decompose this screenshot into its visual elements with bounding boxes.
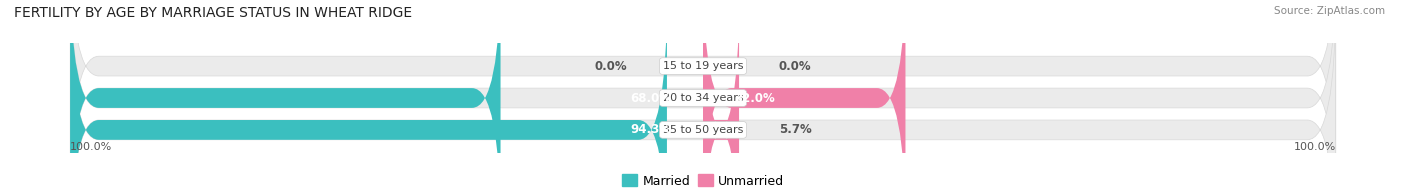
Text: 0.0%: 0.0% — [779, 60, 811, 73]
FancyBboxPatch shape — [70, 0, 666, 196]
FancyBboxPatch shape — [70, 0, 1336, 196]
FancyBboxPatch shape — [70, 0, 501, 196]
Text: 35 to 50 years: 35 to 50 years — [662, 125, 744, 135]
FancyBboxPatch shape — [703, 0, 740, 196]
Text: 94.3%: 94.3% — [630, 123, 672, 136]
Text: 20 to 34 years: 20 to 34 years — [662, 93, 744, 103]
FancyBboxPatch shape — [703, 0, 905, 196]
FancyBboxPatch shape — [70, 0, 1336, 196]
Text: FERTILITY BY AGE BY MARRIAGE STATUS IN WHEAT RIDGE: FERTILITY BY AGE BY MARRIAGE STATUS IN W… — [14, 6, 412, 20]
Legend: Married, Unmarried: Married, Unmarried — [617, 170, 789, 193]
Text: 32.0%: 32.0% — [734, 92, 775, 104]
Text: 68.0%: 68.0% — [630, 92, 672, 104]
Text: 100.0%: 100.0% — [1294, 142, 1336, 152]
Text: Source: ZipAtlas.com: Source: ZipAtlas.com — [1274, 6, 1385, 16]
Text: 15 to 19 years: 15 to 19 years — [662, 61, 744, 71]
Text: 0.0%: 0.0% — [595, 60, 627, 73]
Text: 100.0%: 100.0% — [70, 142, 112, 152]
FancyBboxPatch shape — [70, 0, 1336, 196]
Text: 5.7%: 5.7% — [779, 123, 811, 136]
